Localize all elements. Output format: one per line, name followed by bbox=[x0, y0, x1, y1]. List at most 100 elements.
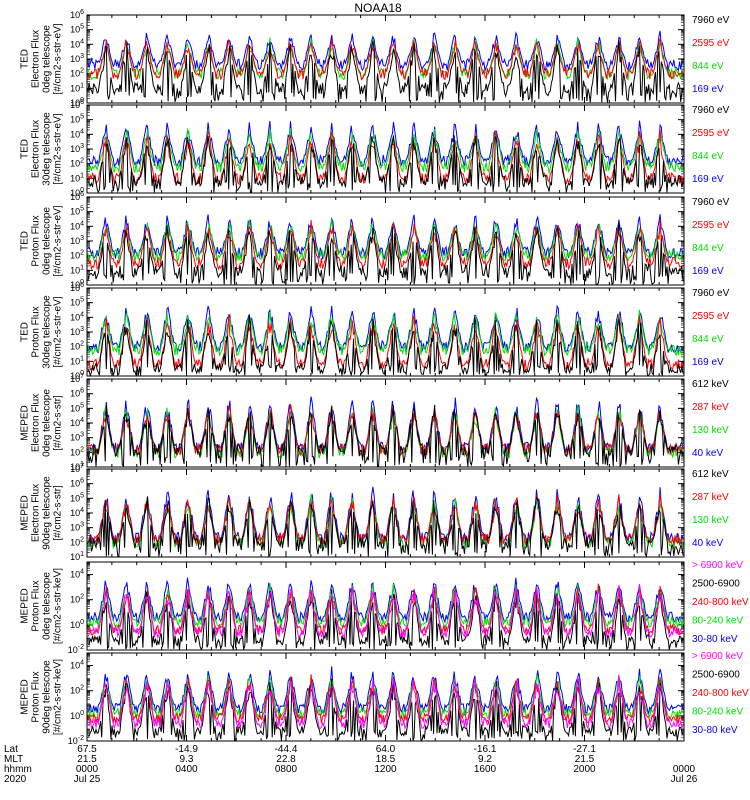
series-trace-169-ev bbox=[87, 120, 684, 169]
legend-entry: 2500-6900 bbox=[692, 670, 740, 681]
y-tick-label: 105 bbox=[70, 492, 84, 503]
y-tick-label: 105 bbox=[70, 114, 84, 125]
y-axis-label: MEPEDProton Flux90deg telescope[#/cm2-s-… bbox=[20, 659, 64, 735]
series-trace-30-80-kev bbox=[87, 666, 684, 716]
series-trace-287-kev bbox=[87, 404, 684, 458]
x-tick-value: 2000 bbox=[573, 764, 596, 775]
legend-entry: 30-80 keV bbox=[692, 725, 738, 736]
y-tick-label: 106 bbox=[70, 99, 84, 110]
series-trace-240-800-kev bbox=[87, 674, 684, 725]
series-trace-7960-ev bbox=[87, 135, 684, 194]
legend-entry: 2595 eV bbox=[692, 128, 730, 139]
legend-entry: 7960 eV bbox=[692, 105, 730, 116]
y-axis-label: MEPEDElectron Flux90deg telescope[#/cm2-… bbox=[20, 476, 64, 550]
y-tick-label: 102 bbox=[70, 250, 84, 261]
series-trace-844-ev bbox=[87, 127, 684, 175]
y-tick-label: 105 bbox=[70, 402, 84, 413]
y-tick-label: 104 bbox=[70, 38, 84, 49]
y-tick-label: 103 bbox=[70, 235, 84, 246]
y-tick-label: 10-2 bbox=[68, 644, 84, 655]
legend-entry: 287 keV bbox=[692, 492, 729, 503]
series-trace--6900-kev bbox=[87, 675, 684, 731]
y-tick-label: 104 bbox=[70, 128, 84, 139]
series-trace-80-240-kev bbox=[87, 674, 684, 720]
series-trace-612-kev bbox=[87, 404, 684, 468]
legend-entry: 2500-6900 bbox=[692, 579, 740, 590]
x-tick-value: Jul 25 bbox=[74, 774, 101, 785]
legend-entry: 40 keV bbox=[692, 538, 723, 549]
legend-entry: 612 keV bbox=[692, 379, 729, 390]
series-trace-7960-ev bbox=[87, 222, 684, 286]
y-tick-label: 107 bbox=[70, 463, 84, 474]
y-tick-label: 100 bbox=[70, 370, 84, 381]
y-tick-label: 101 bbox=[70, 551, 84, 562]
legend-entry: 169 eV bbox=[692, 266, 724, 277]
y-tick-label: 102 bbox=[70, 446, 84, 457]
y-tick-label: 103 bbox=[70, 53, 84, 64]
x-tick-value: -14.9 bbox=[175, 744, 198, 755]
y-tick-label: 104 bbox=[70, 507, 84, 518]
series-trace-2595-ev bbox=[87, 219, 684, 271]
y-tick-label: 100 bbox=[70, 279, 84, 290]
legend-entry: 240-800 keV bbox=[692, 597, 749, 608]
x-row-label: hhmm bbox=[4, 764, 32, 775]
panel-meped-electron-0deg: MEPEDElectron Flux0deg telescope[#/cm2-s… bbox=[20, 378, 729, 468]
series-trace-2500-6900 bbox=[87, 589, 684, 652]
legend-entry: 2595 eV bbox=[692, 220, 730, 231]
y-tick-label: 106 bbox=[70, 9, 84, 20]
y-tick-label: 101 bbox=[70, 82, 84, 93]
legend-entry: 844 eV bbox=[692, 61, 724, 72]
y-tick-label: 102 bbox=[70, 685, 84, 696]
legend-entry: 169 eV bbox=[692, 357, 724, 368]
legend-entry: 80-240 keV bbox=[692, 616, 743, 627]
legend-entry: 40 keV bbox=[692, 448, 723, 459]
legend-entry: 169 eV bbox=[692, 174, 724, 185]
legend-entry: 844 eV bbox=[692, 243, 724, 254]
y-tick-label: 100 bbox=[70, 619, 84, 630]
panel-meped-electron-90deg: MEPEDElectron Flux90deg telescope[#/cm2-… bbox=[20, 468, 729, 559]
y-tick-label: 101 bbox=[70, 264, 84, 275]
x-tick-value: 18.5 bbox=[376, 754, 396, 765]
y-tick-label: 104 bbox=[70, 569, 84, 580]
series-trace-612-kev bbox=[87, 496, 684, 559]
x-tick-value: 1600 bbox=[474, 764, 497, 775]
series-trace-169-ev bbox=[87, 304, 684, 354]
x-tick-value: -16.1 bbox=[474, 744, 497, 755]
legend-entry: 7960 eV bbox=[692, 15, 730, 26]
x-row-label: 2020 bbox=[4, 774, 27, 785]
y-tick-label: 106 bbox=[70, 191, 84, 202]
panel-ted-electron-0deg: TEDElectron Flux0deg telescope[#/cm2-s-s… bbox=[20, 14, 730, 104]
legend-entry: 612 keV bbox=[692, 469, 729, 480]
y-tick-label: 102 bbox=[70, 68, 84, 79]
series-trace-844-ev bbox=[87, 219, 684, 263]
x-tick-value: 21.5 bbox=[77, 754, 97, 765]
y-axis-label: MEPEDProton Flux0deg telescope[#/cm2-s-s… bbox=[20, 568, 64, 644]
series-trace-2500-6900 bbox=[87, 678, 684, 742]
x-tick-value: 67.5 bbox=[77, 744, 97, 755]
legend-entry: > 6900 keV bbox=[692, 651, 743, 662]
y-tick-label: 105 bbox=[70, 206, 84, 217]
legend-entry: 2595 eV bbox=[692, 38, 730, 49]
legend-entry: 7960 eV bbox=[692, 288, 730, 299]
y-tick-label: 10-2 bbox=[68, 735, 84, 746]
y-tick-label: 101 bbox=[70, 172, 84, 183]
legend-entry: 7960 eV bbox=[692, 197, 730, 208]
x-tick-value: 22.8 bbox=[276, 754, 296, 765]
legend-entry: 130 keV bbox=[692, 425, 729, 436]
legend-entry: 80-240 keV bbox=[692, 707, 743, 718]
x-row-label: MLT bbox=[4, 754, 23, 765]
series-trace-287-kev bbox=[87, 493, 684, 547]
x-tick-value: 21.5 bbox=[575, 754, 595, 765]
legend-entry: > 6900 keV bbox=[692, 560, 743, 571]
y-tick-label: 105 bbox=[70, 24, 84, 35]
y-tick-label: 103 bbox=[70, 432, 84, 443]
y-tick-label: 106 bbox=[70, 282, 84, 293]
x-row-label: Lat bbox=[4, 744, 18, 755]
legend-entry: 2595 eV bbox=[692, 311, 730, 322]
y-tick-label: 104 bbox=[70, 220, 84, 231]
y-tick-label: 103 bbox=[70, 143, 84, 154]
x-tick-value: -44.4 bbox=[275, 744, 298, 755]
x-tick-value: 0400 bbox=[175, 764, 198, 775]
y-axis-label: TEDProton Flux0deg telescope[#/cm2-s-str… bbox=[20, 205, 64, 276]
